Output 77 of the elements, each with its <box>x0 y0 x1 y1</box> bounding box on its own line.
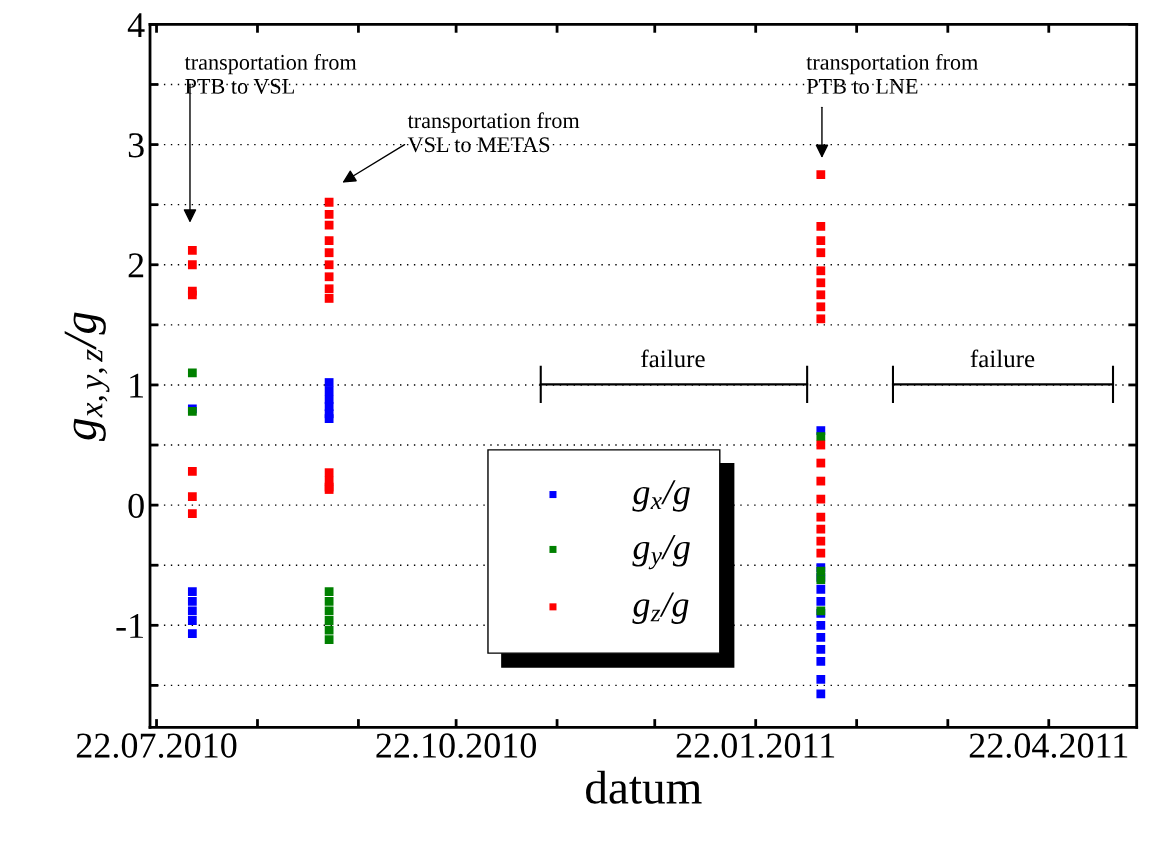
point <box>816 632 826 642</box>
point <box>816 278 826 288</box>
point <box>324 294 334 303</box>
point <box>816 476 826 486</box>
point <box>816 248 826 258</box>
point <box>324 260 334 270</box>
point <box>187 509 197 518</box>
point <box>324 220 334 230</box>
y-axis-title: g$_{x,y,z}$/g <box>64 312 110 442</box>
point <box>324 635 334 645</box>
point <box>816 596 826 606</box>
point <box>324 378 334 387</box>
point <box>816 290 826 300</box>
point <box>187 596 197 606</box>
point <box>187 616 197 625</box>
point <box>324 197 334 207</box>
y-tick-label: 2 <box>128 253 144 278</box>
point <box>816 689 826 699</box>
legend-label: g$_{y}$/g <box>632 535 690 570</box>
y-tick-label: 3 <box>128 133 144 158</box>
point <box>816 170 826 180</box>
point <box>324 616 334 625</box>
legend-label: g$_{z}$/g <box>632 592 689 624</box>
point <box>187 290 197 300</box>
point <box>187 368 197 378</box>
point <box>816 236 826 246</box>
point <box>324 272 334 282</box>
point <box>324 587 334 597</box>
point <box>324 468 334 478</box>
x-tick-label: 22.07.2010 <box>76 733 237 758</box>
point <box>187 260 197 270</box>
point <box>324 596 334 606</box>
point <box>816 458 826 468</box>
point <box>816 440 826 450</box>
point <box>187 629 197 639</box>
y-tick-label: 0 <box>128 493 144 519</box>
point <box>816 512 826 522</box>
point <box>816 548 826 558</box>
point <box>324 386 334 396</box>
point <box>816 266 826 276</box>
annotation: transportation from PTB to VSL <box>184 53 357 94</box>
point <box>324 284 334 294</box>
annotation: transportation from VSL to METAS <box>407 112 580 153</box>
point <box>816 302 826 312</box>
annotation: failure <box>970 349 1035 368</box>
point <box>324 625 334 635</box>
point <box>816 536 826 546</box>
annotation: failure <box>641 349 705 368</box>
point <box>816 432 826 442</box>
legend-label: g$_{x}$/g <box>632 480 690 512</box>
point <box>324 606 334 616</box>
point <box>816 524 826 534</box>
point <box>816 675 826 684</box>
point <box>816 221 826 231</box>
point <box>816 620 826 630</box>
x-tick-label: 22.01.2011 <box>676 733 835 758</box>
point <box>187 492 197 502</box>
y-tick-label: 1 <box>130 373 143 398</box>
point <box>324 209 334 219</box>
x-tick-label: 22.10.2010 <box>376 733 536 758</box>
point <box>187 587 197 597</box>
point <box>324 236 334 246</box>
point <box>324 414 334 423</box>
y-tick-label: 4 <box>127 13 145 37</box>
point <box>816 656 826 666</box>
point <box>816 644 826 654</box>
y-tick-label: -1 <box>116 614 143 638</box>
x-axis-title: datum <box>586 770 702 804</box>
point <box>187 606 197 616</box>
point <box>816 584 826 594</box>
point <box>187 467 197 476</box>
annotation: transportation from PTB to LNE <box>806 53 978 94</box>
point <box>187 245 197 255</box>
x-tick-label: 22.04.2011 <box>969 733 1128 758</box>
point <box>816 494 826 504</box>
point <box>816 314 826 324</box>
point <box>324 248 334 258</box>
